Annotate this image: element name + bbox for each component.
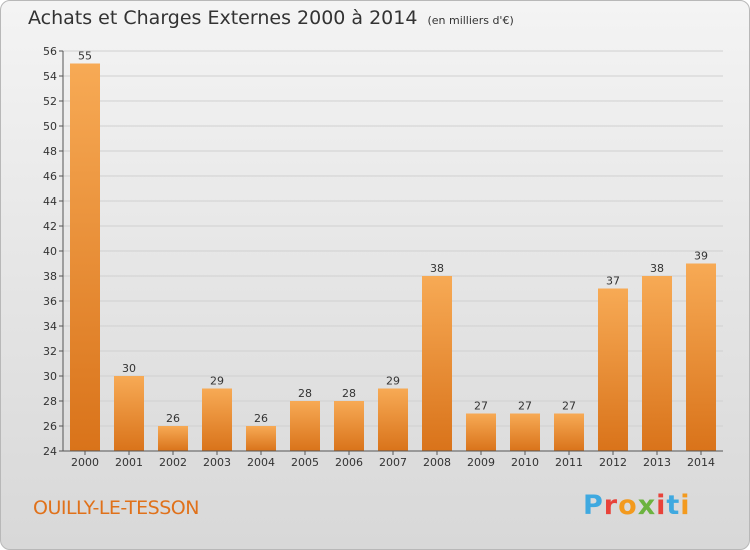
logo-letter: x (637, 490, 657, 521)
y-tick-label: 54 (43, 70, 57, 83)
logo-letter: i (656, 490, 667, 521)
data-label-2008: 38 (430, 262, 444, 275)
data-label-2000: 55 (78, 50, 92, 63)
bar-2009 (466, 413, 496, 451)
y-tick-label: 28 (43, 395, 57, 408)
y-tick-label: 44 (43, 195, 57, 208)
y-tick-label: 40 (43, 245, 57, 258)
y-tick-label: 38 (43, 270, 57, 283)
bar-2014 (686, 263, 716, 451)
data-label-2014: 39 (694, 250, 708, 263)
x-tick-label-2003: 2003 (203, 456, 231, 469)
x-tick-label-2006: 2006 (335, 456, 363, 469)
y-tick-label: 56 (43, 45, 57, 58)
data-label-2001: 30 (122, 362, 136, 375)
y-tick-label: 48 (43, 145, 57, 158)
x-tick-label-2004: 2004 (247, 456, 275, 469)
data-label-2004: 26 (254, 412, 268, 425)
x-tick-label-2008: 2008 (423, 456, 451, 469)
bar-2001 (114, 376, 144, 451)
data-label-2007: 29 (386, 375, 400, 388)
chart-title: Achats et Charges Externes 2000 à 2014 (e… (28, 7, 514, 29)
logo-letter: r (603, 490, 619, 521)
data-labels: 55 30 26 29 26 28 28 29 38 27 27 27 37 38 39 (78, 50, 708, 426)
data-label-2003: 29 (210, 375, 224, 388)
y-axis-ticks: 24 26 28 30 32 34 36 38 40 42 44 46 48 50 52 54 56 (43, 45, 63, 458)
data-label-2006: 28 (342, 387, 356, 400)
x-tick-label-2001: 2001 (115, 456, 143, 469)
x-tick-label-2013: 2013 (643, 456, 671, 469)
data-label-2010: 27 (518, 400, 532, 413)
x-tick-label-2010: 2010 (511, 456, 539, 469)
x-axis-ticks: 2000 2001 2002 2003 2004 2005 2006 2007 2008 2009… (71, 451, 715, 469)
bars (70, 63, 716, 451)
bar-2006 (334, 401, 364, 451)
y-tick-label: 30 (43, 370, 57, 383)
x-tick-label-2009: 2009 (467, 456, 495, 469)
y-tick-label: 46 (43, 170, 57, 183)
chart-title-text: Achats et Charges Externes 2000 à 2014 (28, 7, 418, 29)
bar-2005 (290, 401, 320, 451)
logo-letter: t (666, 490, 681, 521)
x-tick-label-2014: 2014 (687, 456, 715, 469)
axes (62, 51, 723, 452)
x-tick-label-2007: 2007 (379, 456, 407, 469)
y-tick-label: 52 (43, 95, 57, 108)
y-tick-label: 36 (43, 295, 57, 308)
bar-2008 (422, 276, 452, 451)
x-tick-label-2002: 2002 (159, 456, 187, 469)
y-tick-label: 50 (43, 120, 57, 133)
data-label-2005: 28 (298, 387, 312, 400)
bar-2003 (202, 388, 232, 451)
bar-2000 (70, 63, 100, 451)
x-tick-label-2011: 2011 (555, 456, 583, 469)
bar-2013 (642, 276, 672, 451)
data-label-2002: 26 (166, 412, 180, 425)
chart-unit-text: (en milliers d'€) (427, 14, 514, 27)
y-tick-label: 26 (43, 420, 57, 433)
x-tick-label-2012: 2012 (599, 456, 627, 469)
bar-2011 (554, 413, 584, 451)
logo-letter: i (680, 490, 691, 521)
x-tick-label-2005: 2005 (291, 456, 319, 469)
data-label-2011: 27 (562, 400, 576, 413)
commune-name: OUILLY-LE-TESSON (33, 497, 199, 519)
x-tick-label-2000: 2000 (71, 456, 99, 469)
y-tick-label: 24 (43, 445, 57, 458)
bar-2007 (378, 388, 408, 451)
y-tick-label: 42 (43, 220, 57, 233)
proxiti-logo: Proxiti (583, 490, 691, 521)
data-label-2009: 27 (474, 400, 488, 413)
logo-letter: P (583, 490, 604, 521)
bar-2004 (246, 426, 276, 451)
bar-2010 (510, 413, 540, 451)
y-tick-label: 32 (43, 345, 57, 358)
logo-letter: o (618, 490, 638, 521)
y-tick-label: 34 (43, 320, 57, 333)
data-label-2012: 37 (606, 275, 620, 288)
bar-2002 (158, 426, 188, 451)
data-label-2013: 38 (650, 262, 664, 275)
bar-2012 (598, 288, 628, 451)
